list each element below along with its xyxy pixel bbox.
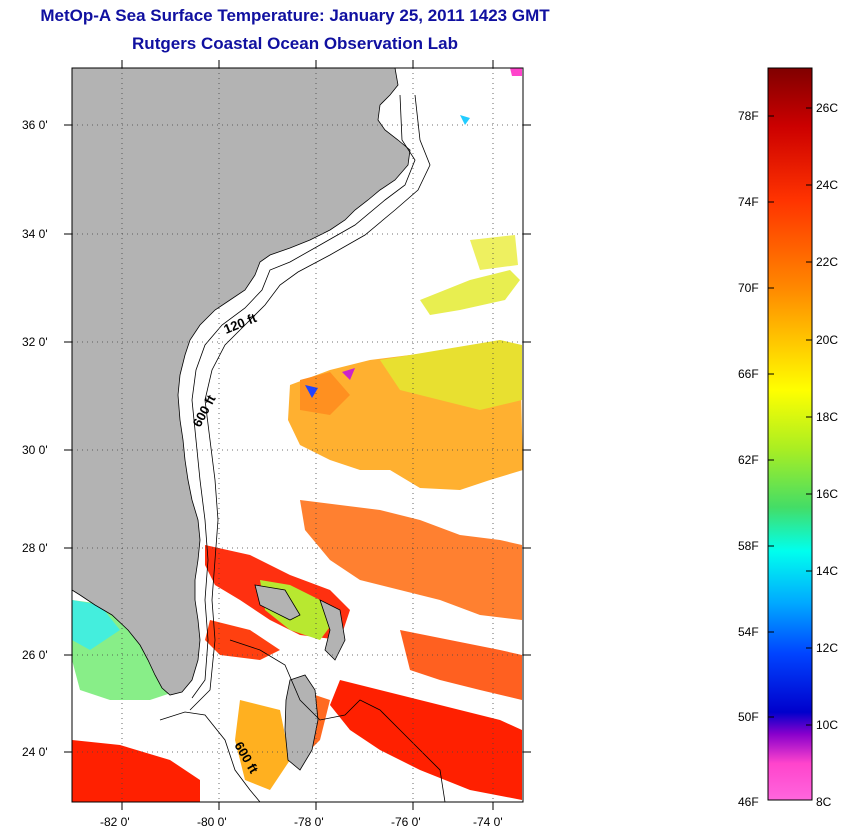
cb-f-54: 54F [738, 625, 759, 639]
lat-label-30: 30 0' [22, 443, 48, 457]
lat-label-26: 26 0' [22, 648, 48, 662]
colorbar [767, 67, 813, 801]
colorbar-ticks [768, 107, 812, 726]
lon-label-74: -74 0' [473, 815, 503, 829]
contour-600ft-line [189, 94, 431, 711]
cb-f-62: 62F [738, 453, 759, 467]
lon-label-82: -82 0' [100, 815, 130, 829]
cb-f-70: 70F [738, 281, 759, 295]
contour-bahamas-line [229, 639, 446, 802]
contour-120ft-line [191, 94, 416, 699]
cb-c-26: 26C [816, 101, 839, 115]
cb-c-10: 10C [816, 718, 839, 732]
map-frame [71, 67, 524, 803]
cb-f-50: 50F [738, 710, 759, 724]
island-abaco [319, 599, 346, 661]
lat-label-28: 28 0' [22, 541, 48, 555]
island-grand-bahama [254, 584, 301, 621]
cb-c-24: 24C [816, 178, 839, 192]
lat-label-34: 34 0' [22, 227, 48, 241]
contour-keys-line [159, 711, 261, 802]
cb-f-74: 74F [738, 195, 759, 209]
lon-label-78: -78 0' [294, 815, 324, 829]
lon-label-76: -76 0' [391, 815, 421, 829]
cb-f-78: 78F [738, 109, 759, 123]
map-title: MetOp-A Sea Surface Temperature: January… [40, 6, 550, 25]
cb-c-8: 8C [816, 795, 832, 809]
map-grid [72, 68, 523, 802]
lon-label-80: -80 0' [197, 815, 227, 829]
map-subtitle: Rutgers Coastal Ocean Observation Lab [132, 34, 458, 53]
island-andros [284, 674, 319, 771]
axis-ticks [64, 60, 531, 810]
cb-f-66: 66F [738, 367, 759, 381]
lat-label-32: 32 0' [22, 335, 48, 349]
cb-c-16: 16C [816, 487, 839, 501]
cb-f-58: 58F [738, 539, 759, 553]
cb-c-12: 12C [816, 641, 839, 655]
cb-c-18: 18C [816, 410, 839, 424]
cb-f-46: 46F [738, 795, 759, 809]
sst-patches [72, 68, 523, 802]
lat-label-36: 36 0' [22, 118, 48, 132]
cb-c-22: 22C [816, 255, 839, 269]
land-mass [72, 68, 411, 696]
cb-c-20: 20C [816, 333, 839, 347]
cb-c-14: 14C [816, 564, 839, 578]
lat-label-24: 24 0' [22, 745, 48, 759]
